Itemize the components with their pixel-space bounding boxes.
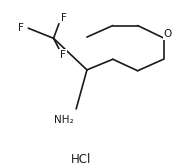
- Text: O: O: [164, 29, 172, 38]
- Text: HCl: HCl: [71, 153, 92, 166]
- Text: F: F: [18, 23, 24, 33]
- Text: NH₂: NH₂: [54, 115, 74, 124]
- Text: F: F: [60, 50, 66, 60]
- Text: F: F: [61, 13, 67, 23]
